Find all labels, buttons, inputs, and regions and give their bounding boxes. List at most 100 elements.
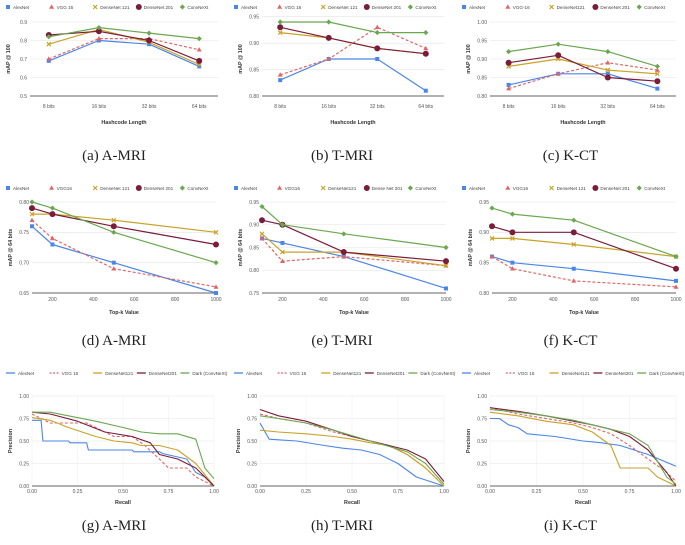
point-b-1-0 [277,72,283,77]
legend-label-g-2: DenseNet121 [105,371,134,376]
series-line-b-3 [280,26,426,55]
x-tick-label-a-0: 8 bits [43,104,55,110]
chart-panel-g: AlexNet VGG 16 DenseNet121 DenseNet201 Dark … [0,366,228,506]
point-e-1-2 [341,254,347,259]
point-c-0-0 [506,82,511,87]
grid-b: 0.80 0.85 0.90 0.95 8 bits 16 bits 32 bits 64 b… [249,15,444,110]
chart-i: AlexNet VGG 16 DenseNet121 DenseNet201 Dark … [462,371,685,506]
chart-panel-a: AlexNet VGG 16 DenseNet 121 DenseNet 201 Con… [0,0,228,135]
series-h-2 [259,429,445,487]
y-tick-label-g-2: 0.50 [19,439,29,445]
x-tick-label-d-2: 600 [130,297,139,303]
point-c-1-2 [605,60,611,65]
x-tick-label-e-3: 800 [401,297,410,303]
point-f-4-0 [489,205,495,211]
series-c-1 [506,60,660,91]
y-tick-label-f-0: 0.80 [479,291,489,297]
legend-label-e-1: VGG16 [285,186,301,191]
y-tick-label-e-0: 0.75 [249,291,259,297]
point-d-4-1 [49,205,56,211]
caption-d: (d) A-MRI [81,333,147,349]
series-line-d-1 [31,219,217,288]
caption-g: (g) A-MRI [81,518,147,534]
legend-label-i-1: VGG 16 [518,371,535,376]
legend-label-h-0: AlexNet [246,371,263,376]
series-i-2 [489,411,677,487]
x-tick-label-f-1: 400 [549,297,558,303]
grid-d: 0.65 0.70 0.75 0.80 200 400 600 800 1000 [19,200,222,303]
point-f-0-1 [510,260,515,265]
series-d-3 [29,205,219,248]
point-d-2-3 [213,229,219,235]
point-d-2-2 [111,217,117,223]
point-c-4-2 [605,49,611,55]
x-axis-title-f: Top-k Value [569,310,599,316]
x-tick-label-g-0: 0.00 [27,489,37,495]
point-f-0-3 [674,278,678,283]
point-e-1-1 [279,258,285,263]
series-f-3 [489,223,679,272]
x-tick-label-h-3: 0.75 [393,489,403,495]
series-d-1 [29,217,219,289]
x-axis-title-c: Hashcode Length [560,120,605,126]
y-axis-title-h: Precision [236,429,242,453]
x-tick-label-a-2: 32 bits [142,104,157,110]
y-tick-label-e-4: 0.95 [249,200,259,206]
point-d-0-0 [30,224,34,229]
series-e-2 [259,231,449,269]
legend-label-a-1: VGG 16 [57,5,74,10]
legend-marker-a-0 [6,5,10,9]
x-tick-label-h-0: 0.00 [255,489,265,495]
legend-marker-a-2-stroke-b [92,4,98,10]
x-tick-label-g-1: 0.25 [73,489,83,495]
point-f-2-0-stroke-b [489,235,495,241]
point-c-3-1 [555,52,562,59]
x-tick-label-d-3: 800 [171,297,180,303]
series-line-i-2 [489,411,677,487]
x-tick-label-i-2: 0.50 [578,489,588,495]
point-d-0-1 [50,242,55,247]
point-c-2-2 [605,67,611,73]
y-tick-label-a-1: 0.6 [20,75,27,81]
point-b-0-3 [423,88,428,93]
caption-a: (a) A-MRI [82,148,146,164]
legend-i: AlexNet VGG 16 DenseNet121 DenseNet201 Dark … [462,371,685,376]
series-line-a-4 [48,27,200,40]
y-tick-label-i-0: 0.00 [477,484,487,490]
y-tick-label-b-0: 0.80 [249,94,259,100]
x-tick-label-c-3: 64 bits [650,104,665,110]
legend-marker-b-1 [277,4,283,9]
y-tick-label-e-3: 0.90 [249,223,259,229]
point-e-4-0 [259,203,265,210]
point-a-4-3 [196,36,202,42]
x-tick-label-i-4: 1.00 [671,489,681,495]
series-line-f-3 [491,225,677,270]
x-tick-label-g-4: 1.00 [209,489,219,495]
point-d-2-0-stroke-b [29,211,35,217]
chart-g: AlexNet VGG 16 DenseNet121 DenseNet201 Dark … [6,371,228,506]
legend-marker-e-0 [234,186,238,190]
point-e-0-3 [444,286,448,291]
y-axis-title-a: mAP @ 100 [6,44,12,73]
legend-marker-d-2 [92,185,98,191]
x-tick-label-g-2: 0.50 [118,489,128,495]
legend-label-i-4: Dark (ConvNeXt) [649,371,684,376]
x-tick-label-f-4: 1000 [670,297,681,303]
x-tick-label-g-3: 0.75 [164,489,174,495]
legend-label-g-0: AlexNet [18,371,35,376]
caption-b: (b) T-MRI [310,148,374,164]
series-line-e-0 [261,237,447,289]
series-line-b-4 [280,21,426,34]
y-axis-title-c: mAP @ 100 [466,44,472,73]
series-g-3 [31,411,215,487]
point-f-3-0 [489,223,495,230]
point-d-4-3 [213,260,219,266]
y-tick-label-d-3: 0.80 [19,200,29,206]
y-tick-label-f-1: 0.85 [479,260,489,266]
x-tick-label-a-3: 64 bits [192,104,207,110]
legend-label-c-4: ConvNeXt [644,5,666,10]
legend-b: AlexNet VGG 16 DenseNet 121 DenseNet 201 Con… [234,4,437,10]
legend-label-e-4: ConvNeXt [415,186,437,191]
point-b-3-0 [277,24,284,31]
caption-i: (i) K-CT [544,518,597,534]
